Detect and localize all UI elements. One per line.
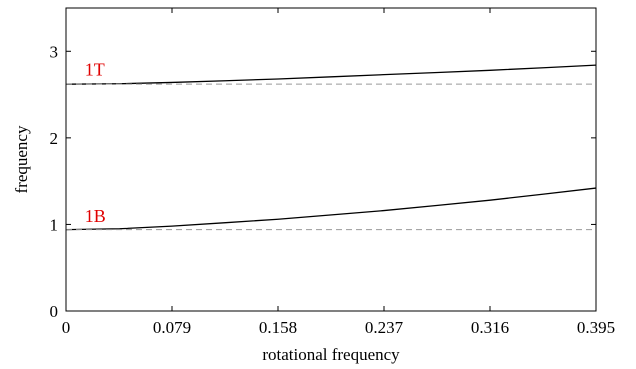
y-tick-label: 0: [50, 302, 59, 321]
x-axis-label: rotational frequency: [262, 345, 400, 364]
series-layer: [65, 64, 597, 231]
x-tick-label: 0.395: [577, 318, 615, 337]
y-axis-label: frequency: [12, 125, 31, 193]
y-tick-label: 2: [50, 129, 59, 148]
mode-label: 1B: [85, 206, 106, 226]
x-tick-label: 0: [62, 318, 71, 337]
series-line-0: [65, 64, 597, 85]
x-tick-label: 0.079: [153, 318, 191, 337]
x-tick-label: 0.158: [259, 318, 297, 337]
y-tick-label: 1: [50, 215, 59, 234]
x-tick-label: 0.237: [365, 318, 404, 337]
mode-label: 1T: [85, 60, 105, 80]
x-tick-label: 0.316: [471, 318, 509, 337]
series-line-2: [65, 187, 597, 231]
annotations-layer: 1T 1B: [85, 60, 106, 226]
y-tick-label: 3: [50, 42, 59, 61]
plot-frame: [65, 7, 597, 312]
ticks-layer: 0 0.079 0.158 0.237 0.316 0.395 0 1 2 3: [50, 8, 615, 337]
